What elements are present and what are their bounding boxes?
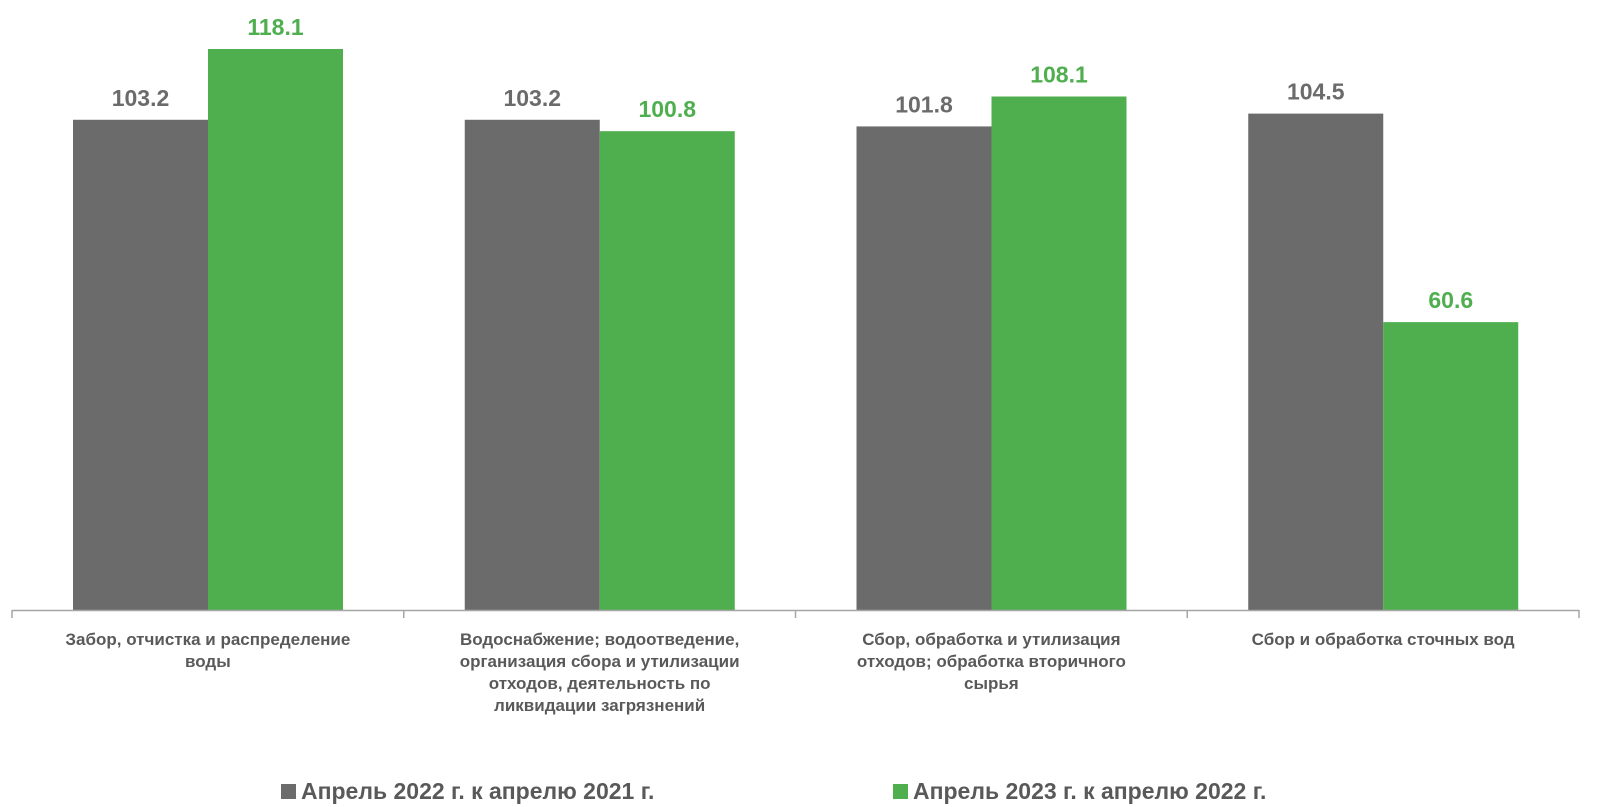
category-label-4: Сбор и обработка сточных вод <box>1252 630 1515 649</box>
bar-2022-1 <box>73 119 208 611</box>
category-label-3: Сбор, обработка и утилизация отходов; обр… <box>857 630 1126 693</box>
category-label-1: Забор, отчистка и распределение воды <box>65 630 350 671</box>
legend-entry-2022: Апрель 2022 г. к апрелю 2021 г. <box>281 776 654 806</box>
legend-swatch-2023 <box>893 783 908 799</box>
legend-label-2023: Апрель 2023 г. к апрелю 2022 г. <box>913 777 1267 804</box>
category-label-2: Водоснабжение; водоотведение, организация… <box>460 630 740 715</box>
value-label-2023-4: 60.6 <box>1428 287 1473 313</box>
bar-2022-4 <box>1248 113 1384 611</box>
legend-swatch-2022 <box>281 783 296 799</box>
bar-2023-1 <box>208 49 343 610</box>
value-label-2022-2: 103.2 <box>503 85 561 111</box>
legend-label-2022: Апрель 2022 г. к апрелю 2021 г. <box>301 777 655 804</box>
bar-2022-3 <box>856 126 992 610</box>
legend-entry-2023: Апрель 2023 г. к апрелю 2022 г. <box>893 776 1266 806</box>
value-label-2022-3: 101.8 <box>895 91 953 117</box>
bar-2022-2 <box>464 119 600 611</box>
bar-chart: 103.2 118.1 103.2 100.8 101.8 108.1 104.5 60.6 З… <box>11 14 1580 715</box>
value-label-2023-3: 108.1 <box>1030 62 1088 88</box>
value-label-2022-1: 103.2 <box>112 85 170 111</box>
bar-2023-2 <box>599 131 735 611</box>
bar-2023-3 <box>991 96 1127 610</box>
value-label-2022-4: 104.5 <box>1287 79 1345 105</box>
bar-2023-4 <box>1383 322 1519 610</box>
value-label-2023-2: 100.8 <box>638 96 696 122</box>
value-label-2023-1: 118.1 <box>247 14 303 40</box>
